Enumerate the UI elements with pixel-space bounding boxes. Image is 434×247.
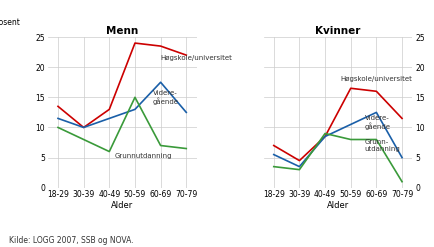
Text: Prosent: Prosent bbox=[0, 18, 20, 26]
Text: Videre-
gående: Videre- gående bbox=[365, 115, 391, 130]
Title: Kvinner: Kvinner bbox=[315, 26, 361, 36]
Title: Menn: Menn bbox=[106, 26, 138, 36]
Text: Høgskole/universitet: Høgskole/universitet bbox=[161, 55, 233, 61]
X-axis label: Alder: Alder bbox=[327, 201, 349, 210]
Text: Kilde: LOGG 2007, SSB og NOVA.: Kilde: LOGG 2007, SSB og NOVA. bbox=[9, 236, 133, 245]
Text: Høgskole/universitet: Høgskole/universitet bbox=[340, 76, 412, 82]
Text: Grunn-
utdanning: Grunn- utdanning bbox=[365, 139, 401, 152]
Text: Grunnutdanning: Grunnutdanning bbox=[115, 153, 172, 159]
X-axis label: Alder: Alder bbox=[111, 201, 133, 210]
Text: Videre-
gående: Videre- gående bbox=[153, 90, 179, 105]
